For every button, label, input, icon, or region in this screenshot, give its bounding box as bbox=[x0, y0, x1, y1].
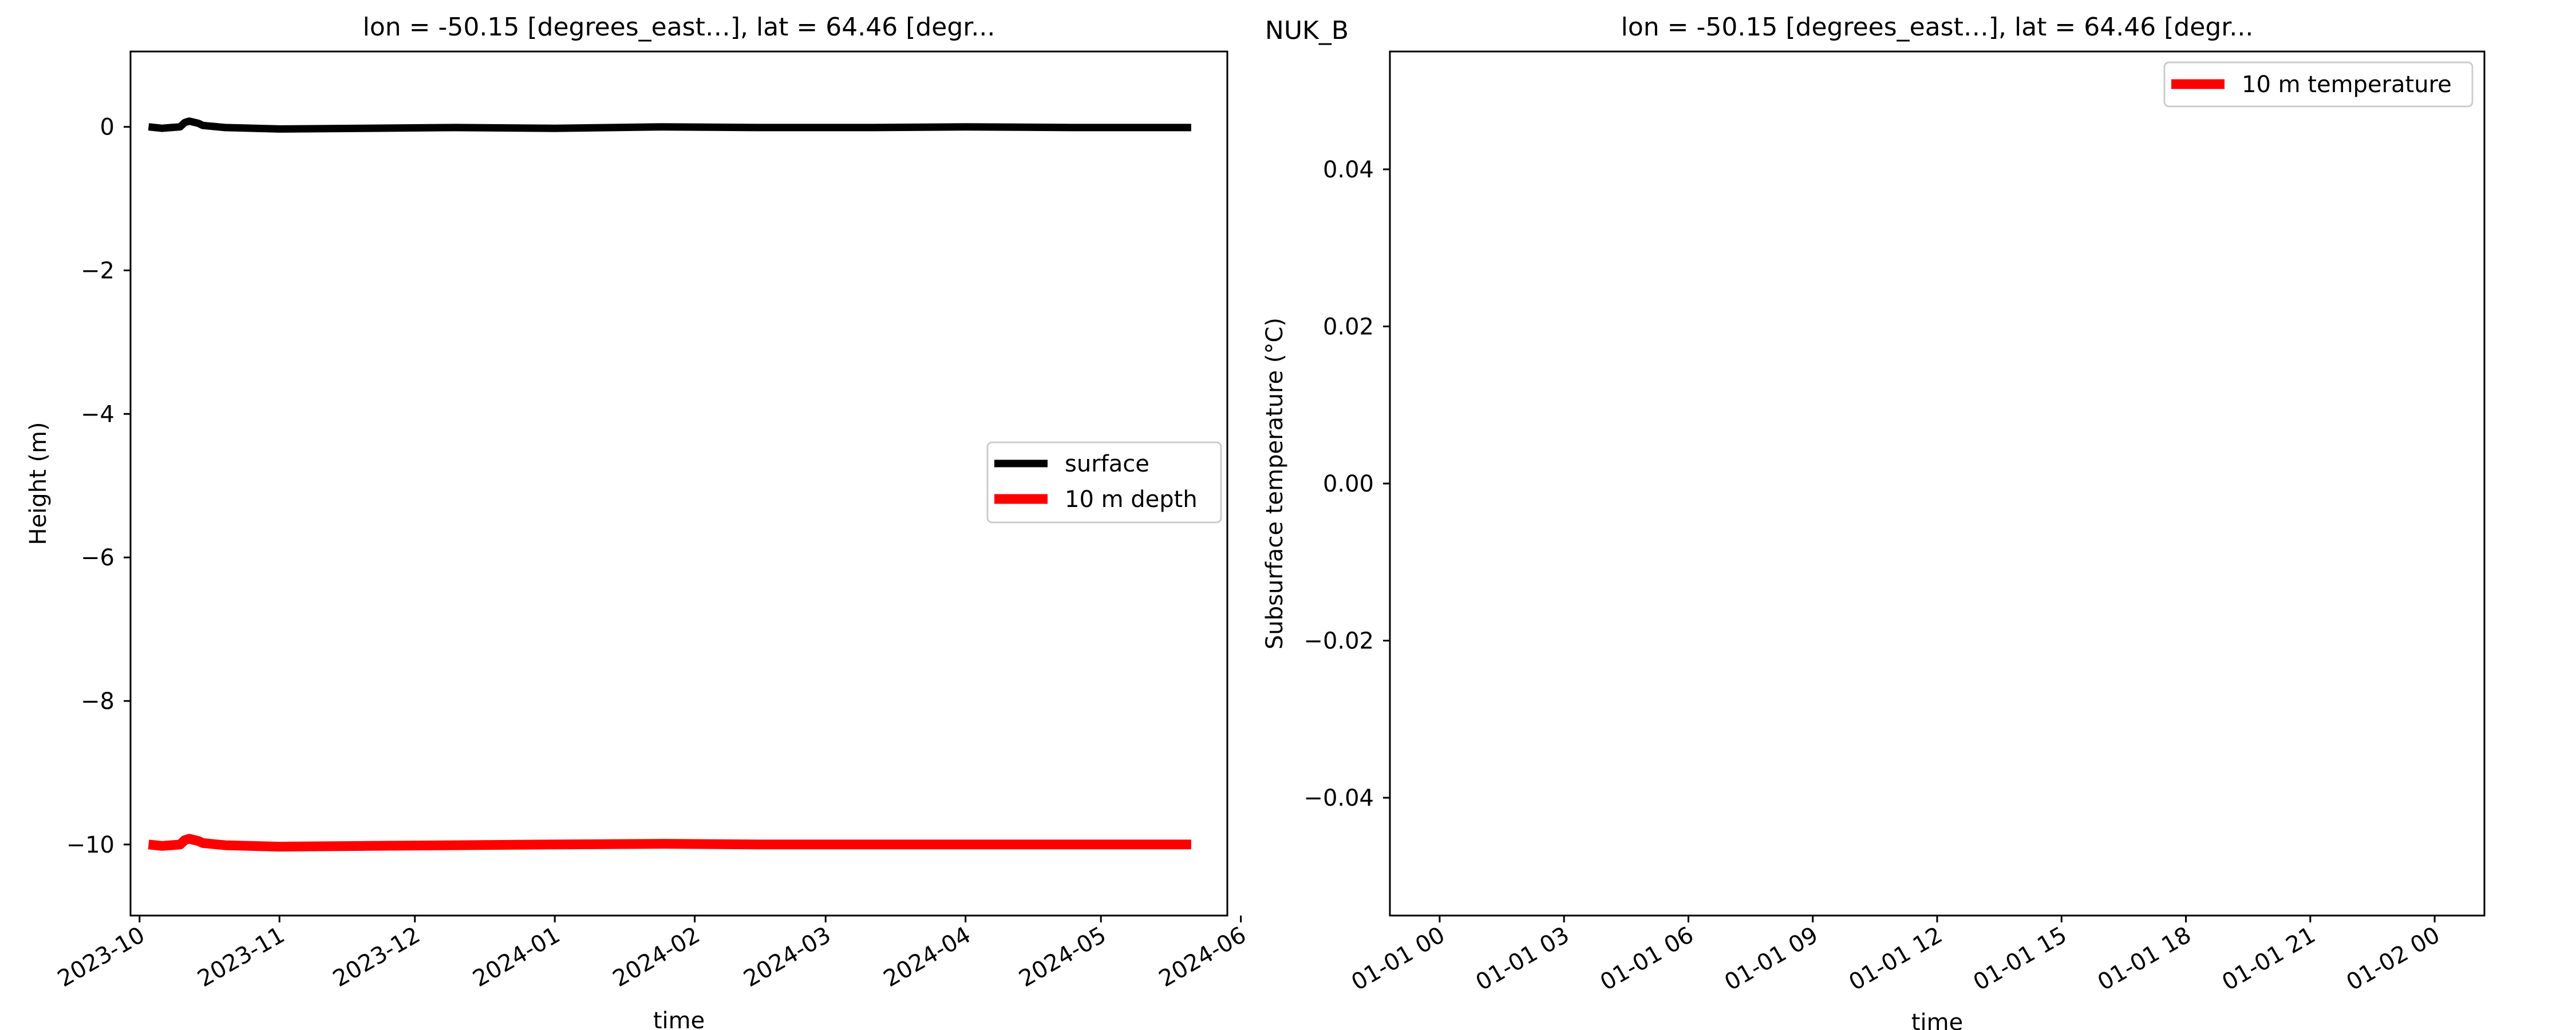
y-tick-label: −4 bbox=[81, 401, 114, 427]
legend: 10 m temperature bbox=[2163, 61, 2474, 108]
y-tick-label: −0.02 bbox=[1303, 628, 1374, 655]
y-tick-label: −0.04 bbox=[1303, 785, 1374, 811]
legend-label: surface bbox=[1065, 451, 1149, 477]
legend-label: 10 m temperature bbox=[2242, 72, 2452, 98]
y-tick-label: −10 bbox=[66, 832, 114, 858]
series-line-surface bbox=[148, 117, 1191, 133]
x-axis-label: time bbox=[653, 1008, 705, 1030]
x-axis-label: time bbox=[1911, 1009, 1963, 1030]
y-tick-label: 0.02 bbox=[1323, 314, 1374, 340]
axes-frame bbox=[129, 50, 1228, 917]
y-tick-label: 0.00 bbox=[1323, 471, 1374, 497]
y-tick-label: −8 bbox=[81, 688, 114, 715]
y-axis-label: Height (m) bbox=[25, 422, 52, 545]
y-tick-label: −6 bbox=[81, 545, 114, 571]
y-tick-label: −2 bbox=[81, 258, 114, 284]
figure-suptitle: NUK_B bbox=[1265, 16, 1349, 45]
chart-title: lon = -50.15 [degrees_east…], lat = 64.4… bbox=[1621, 13, 2254, 42]
legend-label: 10 m depth bbox=[1065, 486, 1198, 513]
y-tick-label: 0.04 bbox=[1323, 157, 1374, 183]
series-line-10-m-depth bbox=[148, 834, 1191, 852]
legend-box bbox=[2163, 61, 2474, 108]
chart-title: lon = -50.15 [degrees_east…], lat = 64.4… bbox=[363, 13, 995, 42]
legend: surface 10 m depth bbox=[986, 441, 1222, 524]
y-tick-label: 0 bbox=[100, 114, 114, 141]
y-axis-label: Subsurface temperature (°C) bbox=[1262, 318, 1288, 649]
